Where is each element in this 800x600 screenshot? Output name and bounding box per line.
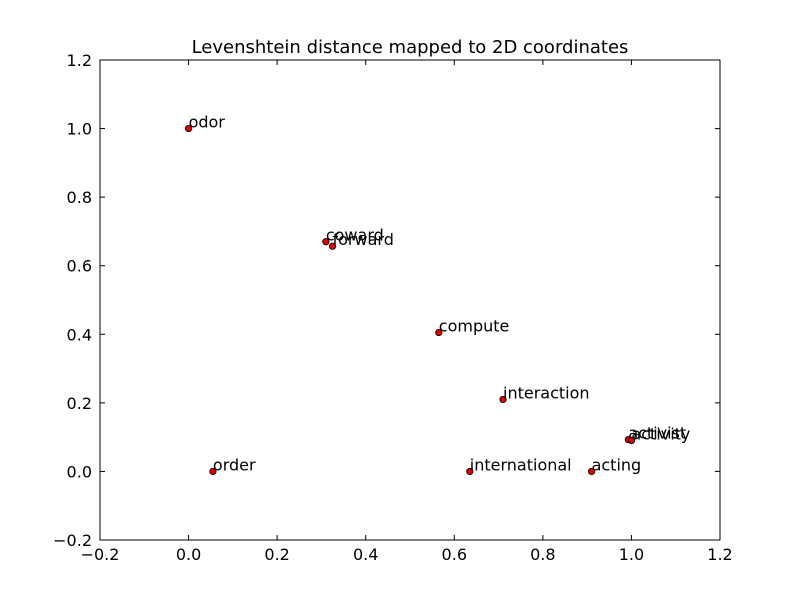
point-label-order: order	[213, 455, 256, 474]
x-tick-label: 1.2	[707, 545, 732, 564]
data-point-odor	[184, 124, 193, 133]
x-tick-label: 1.0	[619, 545, 644, 564]
point-label-compute: compute	[439, 317, 510, 336]
point-label-odor: odor	[189, 113, 226, 132]
point-label-coward: coward	[326, 226, 384, 245]
x-tick-label: 0.2	[264, 545, 289, 564]
y-tick-label: 1.2	[67, 51, 92, 70]
x-tick-label: 0.6	[442, 545, 467, 564]
axis-ticks: −0.2 0.0 0.2 0.4 0.6 0.8 1.0 1.2 −0.2 0.0 0.2 0.4 0.…	[53, 51, 733, 564]
x-tick-label: 0.0	[176, 545, 201, 564]
data-point-activity	[627, 436, 636, 445]
point-label-activity: activity	[631, 425, 690, 444]
chart-title: Levenshtein distance mapped to 2D coordi…	[192, 37, 629, 58]
data-point-order	[209, 467, 217, 476]
data-point-interaction	[499, 395, 507, 404]
point-label-international: international	[470, 455, 572, 474]
y-tick-label: 0.2	[67, 394, 92, 413]
y-tick-label: 0.8	[67, 188, 92, 207]
y-tick-label: 0.4	[67, 325, 92, 344]
data-point-international	[466, 467, 474, 476]
x-tick-label: −0.2	[81, 545, 120, 564]
data-point-acting	[587, 467, 596, 476]
y-tick-label: −0.2	[53, 531, 92, 550]
y-tick-label: 1.0	[67, 120, 92, 139]
y-tick-label: 0.0	[67, 462, 92, 481]
x-tick-label: 0.4	[353, 545, 378, 564]
data-point-coward	[322, 238, 330, 246]
data-point-compute	[435, 328, 443, 337]
point-label-activist: activist	[628, 424, 686, 443]
y-tick-label: 0.6	[67, 257, 92, 276]
point-label-forward: forward	[333, 230, 394, 249]
point-label-interaction: interaction	[503, 383, 590, 402]
x-tick-label: 0.8	[530, 545, 555, 564]
data-point-forward	[328, 242, 337, 250]
point-label-acting: acting	[592, 455, 642, 474]
plot-area	[99, 59, 721, 541]
